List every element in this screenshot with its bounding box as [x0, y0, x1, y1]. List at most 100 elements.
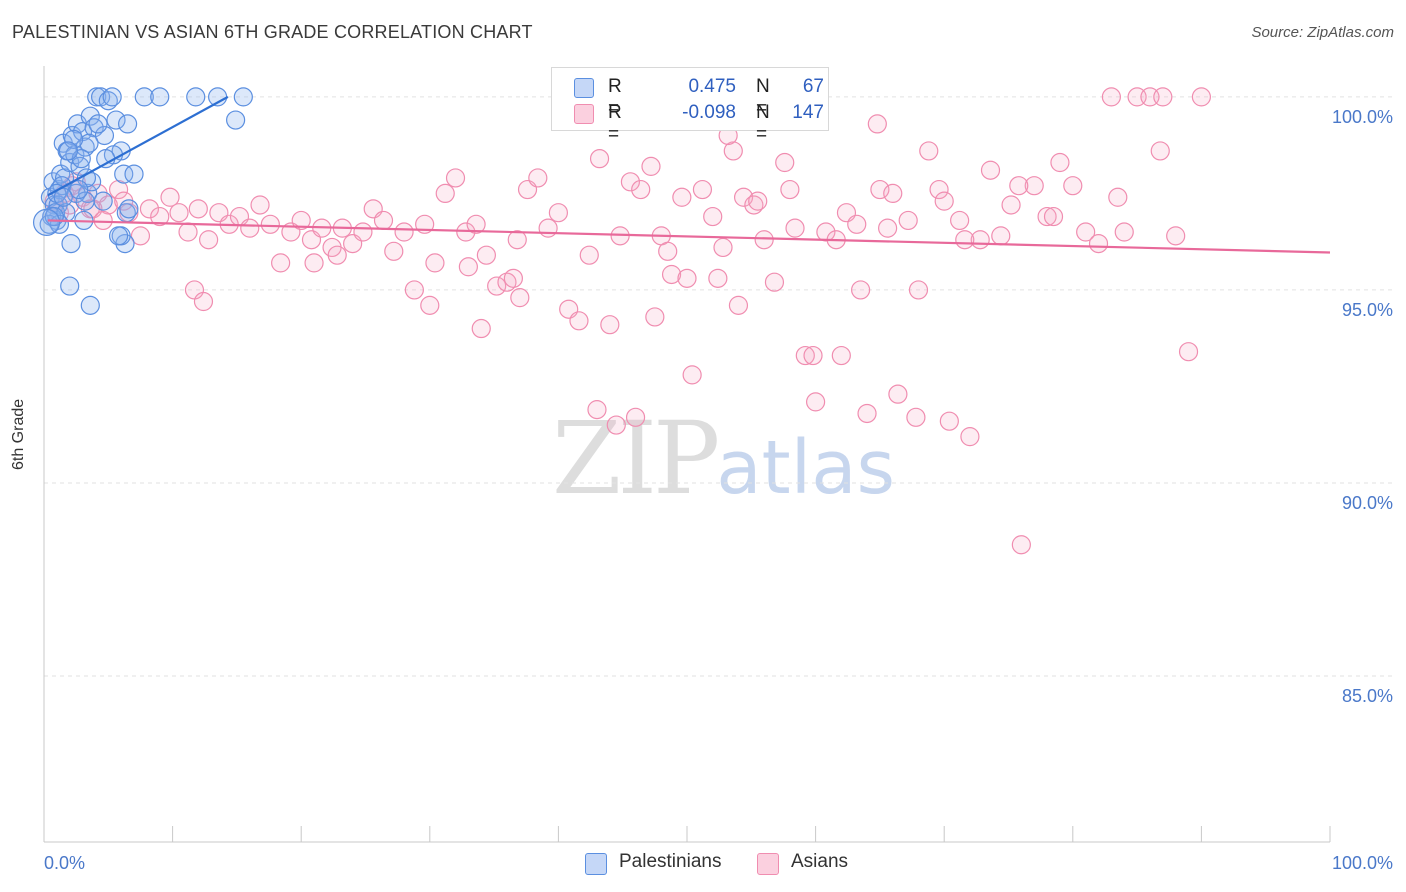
asian-point — [857, 403, 877, 424]
palestinian-point — [79, 133, 99, 153]
asian-point — [939, 411, 959, 431]
palestinian-point — [134, 87, 154, 107]
asian-point — [677, 268, 697, 288]
palestinian-point — [186, 87, 206, 107]
asian-point — [733, 187, 754, 207]
grid-lines — [44, 96, 1395, 677]
asian-point — [606, 415, 626, 435]
asian-point — [353, 222, 373, 242]
asian-point — [1037, 206, 1057, 227]
palestinian-point — [61, 233, 81, 254]
asian-point — [579, 245, 599, 265]
palestinian-point — [60, 276, 80, 296]
x-tick-label: 100.0% — [1332, 853, 1393, 873]
asian-point — [1150, 141, 1170, 161]
asian-point — [929, 179, 949, 200]
asian-point — [587, 400, 607, 420]
palestinian-point — [80, 295, 100, 315]
asian-point — [1009, 176, 1029, 196]
asian-point — [955, 230, 975, 250]
palestinian-point — [119, 199, 139, 219]
asian-point — [780, 179, 800, 200]
r-label: R = — [608, 76, 622, 119]
legend-label-asians: Asians — [791, 851, 849, 872]
asian-point — [785, 218, 805, 238]
asian-point — [764, 272, 785, 292]
asian-point — [93, 210, 113, 231]
palestinians-legend-swatch — [585, 853, 607, 875]
asian-point — [1050, 152, 1070, 173]
palestinian-point — [63, 129, 84, 149]
asian-point — [1011, 535, 1031, 555]
asian-point — [425, 253, 445, 273]
asian-point — [708, 268, 728, 288]
asian-point — [150, 206, 170, 227]
palestinian-point — [70, 156, 90, 176]
y-tick-label: 100.0% — [1332, 107, 1393, 127]
asian-point — [1191, 87, 1212, 107]
asian-point — [625, 407, 646, 427]
asian-point — [373, 210, 394, 231]
asian-point — [661, 264, 682, 285]
asian-point — [934, 191, 954, 211]
asian-point — [271, 253, 291, 273]
watermark: ZIPatlas — [552, 400, 895, 517]
asian-point — [728, 295, 749, 315]
asian-point — [658, 241, 678, 261]
palestinian-point — [53, 187, 73, 207]
asian-point — [851, 280, 871, 300]
asian-point — [108, 179, 129, 200]
asian-point — [445, 168, 466, 188]
asian-point — [991, 226, 1011, 246]
palestinian-point — [233, 87, 253, 107]
x-tick-label: 0.0% — [44, 853, 85, 873]
asian-point — [458, 257, 478, 277]
asian-point — [980, 160, 1001, 180]
asian-point — [528, 168, 548, 188]
chart-source: Source: ZipAtlas.com — [1251, 24, 1394, 41]
palestinian-point — [106, 110, 126, 130]
asian-point — [888, 384, 908, 404]
palestinian-point — [117, 114, 138, 134]
palestinian-point — [114, 164, 134, 184]
asian-point — [641, 156, 661, 176]
asian-point — [1076, 222, 1096, 242]
watermark-zip: ZIP — [552, 400, 720, 517]
n-label: N = — [756, 102, 770, 145]
y-tick-label: 90.0% — [1342, 493, 1393, 513]
asian-point — [748, 191, 768, 211]
palestinian-point — [108, 226, 129, 246]
asian-point — [487, 276, 507, 296]
asian-point — [420, 295, 440, 315]
palestinian-point — [32, 208, 61, 236]
palestinian-point — [69, 179, 89, 200]
asian-point — [327, 245, 347, 265]
asian-point — [1153, 87, 1173, 107]
asian-point — [775, 152, 795, 173]
asian-point — [713, 237, 733, 258]
asian-point — [703, 206, 723, 227]
asian-point — [291, 210, 311, 231]
asian-point — [139, 199, 160, 219]
asian-point — [548, 203, 569, 223]
tick-labels: 85.0% 90.0% 95.0% 100.0% 0.0% 100.0% — [44, 107, 1393, 873]
asian-point — [589, 149, 610, 169]
n-label: N = — [756, 76, 770, 119]
asian-point — [919, 141, 939, 161]
asian-point — [178, 222, 198, 242]
asian-point — [507, 230, 527, 250]
asian-point — [600, 315, 620, 335]
stats-legend: R = 0.475 N = 67 R = -0.098 N = 147 — [551, 67, 829, 145]
asian-point — [476, 245, 496, 265]
trendlines — [47, 95, 1331, 254]
palestinian-point — [98, 91, 118, 111]
asian-point — [870, 179, 890, 200]
asian-point — [816, 222, 836, 242]
axes — [43, 66, 1331, 843]
asian-point — [98, 195, 118, 215]
asian-point — [199, 230, 219, 250]
asian-point — [1108, 187, 1128, 207]
asian-point — [906, 407, 926, 427]
asian-point — [744, 195, 764, 215]
asian-point — [569, 311, 589, 331]
